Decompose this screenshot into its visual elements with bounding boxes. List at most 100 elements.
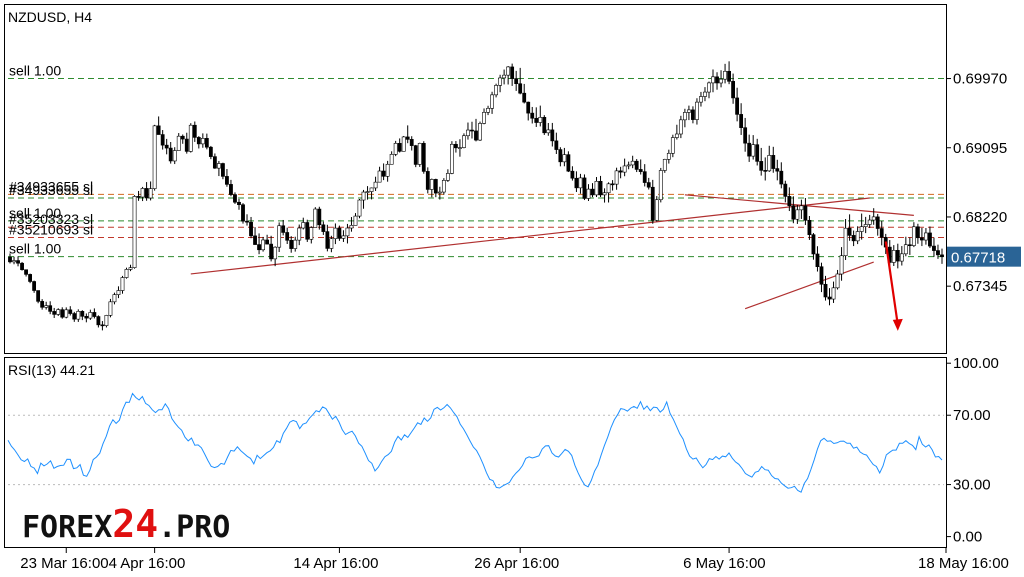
trend-line: [190, 197, 870, 275]
candle: [590, 183, 595, 198]
candle-body: [458, 147, 462, 149]
candle-body: [108, 301, 113, 316]
candle-body: [662, 159, 667, 171]
candle-body: [52, 311, 57, 315]
candle-body: [835, 273, 840, 289]
candle: [164, 138, 169, 155]
candle: [638, 159, 643, 175]
candle-body: [92, 312, 97, 317]
candle: [188, 123, 193, 153]
candle: [735, 87, 740, 122]
candle: [811, 233, 816, 260]
time-axis: 23 Mar 16:00 4 Apr 16:00 14 Apr 16:00 26 Ap…: [20, 548, 1009, 572]
candle-body: [478, 123, 482, 141]
candle: [241, 203, 245, 224]
candle: [891, 245, 896, 266]
candle: [445, 169, 450, 182]
candle: [60, 307, 65, 319]
candle-body: [437, 191, 442, 194]
candle-body: [289, 239, 294, 249]
rsi-pane-frame: [4, 357, 947, 548]
candle: [454, 141, 458, 153]
candle: [586, 184, 591, 201]
candle: [273, 246, 278, 267]
candle: [88, 309, 93, 320]
candle-body: [225, 176, 229, 185]
candle-body: [795, 209, 800, 220]
candle: [558, 147, 563, 167]
candle: [281, 219, 286, 236]
candle-body: [12, 260, 16, 263]
candle-body: [875, 216, 880, 229]
candle-body: [783, 183, 788, 197]
candle-body: [598, 180, 603, 196]
candle-body: [16, 260, 20, 264]
current-price-label: 0.67718: [951, 250, 1005, 267]
candle: [859, 213, 864, 240]
candle: [425, 167, 430, 194]
candle-body: [911, 226, 916, 246]
level-label: sell 1.00: [9, 205, 61, 221]
candle: [124, 267, 129, 279]
candle: [309, 226, 314, 244]
candle: [261, 236, 265, 252]
candle: [341, 230, 346, 242]
candle-body: [674, 133, 679, 138]
candle: [743, 117, 748, 152]
candle-body: [8, 256, 12, 263]
candle: [678, 115, 683, 139]
level-label: #35210693 sl: [9, 222, 93, 238]
candle: [703, 87, 707, 102]
candle: [691, 106, 695, 124]
candle: [253, 227, 257, 245]
rsi-line: [7, 392, 943, 493]
candle-body: [538, 117, 543, 123]
candle-body: [365, 191, 370, 193]
candle: [217, 160, 221, 177]
candle: [301, 217, 306, 230]
candle: [474, 118, 478, 142]
candle-body: [526, 101, 531, 114]
candle: [763, 157, 768, 181]
candle-body: [32, 281, 37, 291]
candle: [610, 180, 615, 191]
candle-body: [60, 309, 65, 318]
candle: [357, 199, 362, 219]
candle-body: [666, 152, 671, 160]
candle-body: [172, 150, 177, 162]
candle-body: [277, 225, 282, 248]
candle: [172, 147, 177, 165]
candle: [538, 105, 543, 127]
candle: [940, 248, 944, 264]
candle: [839, 247, 844, 281]
candle-body: [80, 311, 85, 317]
candle-body: [759, 161, 764, 171]
price-tick-label: 0.67345: [953, 278, 1007, 295]
candle-body: [192, 124, 197, 138]
trade-levels: [8, 78, 944, 258]
candle: [401, 135, 406, 152]
candle-body: [389, 154, 394, 165]
candle-body: [72, 313, 77, 320]
candle: [184, 132, 189, 154]
candle-body: [417, 143, 422, 165]
candle-body: [188, 124, 193, 152]
candle-body: [936, 250, 940, 256]
candle: [337, 225, 342, 241]
candle-body: [482, 112, 486, 124]
candle-body: [799, 205, 804, 211]
candle: [144, 182, 149, 201]
candle-body: [863, 224, 868, 227]
candle-body: [578, 177, 583, 189]
candle: [526, 101, 531, 121]
rsi-title: RSI(13) 44.21: [8, 362, 95, 378]
candle: [498, 74, 503, 93]
candle: [779, 162, 784, 189]
candle: [32, 280, 37, 293]
rsi-tick-label: 70.00: [953, 407, 991, 424]
candle-body: [827, 296, 832, 300]
candle-body: [646, 182, 651, 188]
candle-body: [156, 125, 161, 135]
candle-body: [582, 177, 587, 199]
